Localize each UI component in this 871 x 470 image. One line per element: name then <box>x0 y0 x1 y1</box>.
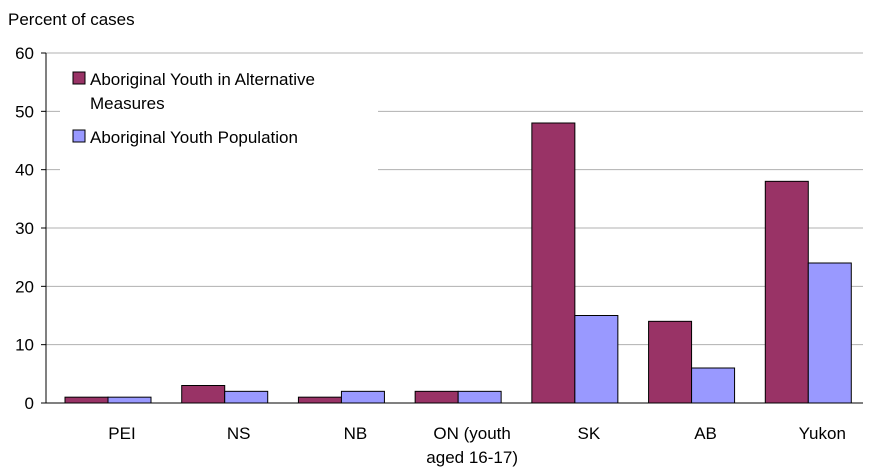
legend: Aboriginal Youth in Alternative Measures A… <box>60 62 378 180</box>
legend-swatch <box>72 71 86 85</box>
x-tick-label: PEI <box>108 424 135 443</box>
y-tick-label: 50 <box>15 102 34 121</box>
legend-label: Measures <box>90 94 165 113</box>
axes <box>45 53 863 404</box>
x-tick-label: ON (youth <box>433 424 510 443</box>
y-tick-label: 60 <box>15 44 34 63</box>
bar <box>64 396 109 404</box>
y-tick-label: 40 <box>15 161 34 180</box>
bar <box>224 390 269 404</box>
x-tick-label: aged 16-17) <box>426 448 518 467</box>
x-tick-label: NS <box>227 424 251 443</box>
bar <box>691 367 736 404</box>
y-tick-label: 20 <box>15 277 34 296</box>
bar <box>574 315 619 404</box>
legend-label: Aboriginal Youth Population <box>90 128 298 147</box>
legend-background <box>60 62 378 180</box>
y-tick-label: 0 <box>25 394 34 413</box>
y-tick-label: 30 <box>15 219 34 238</box>
x-axis-ticks: PEI NS NB ON (youth aged 16-17) SK AB Yukon <box>108 424 846 467</box>
y-axis-ticks: 0 10 20 30 40 50 60 <box>15 44 46 413</box>
legend-swatch <box>72 129 86 143</box>
legend-label: Aboriginal Youth in Alternative <box>90 70 315 89</box>
bar <box>807 262 852 404</box>
x-tick-label: Yukon <box>799 424 846 443</box>
bar <box>107 396 152 404</box>
bar <box>457 390 502 404</box>
bar <box>340 390 385 404</box>
x-tick-label: NB <box>344 424 368 443</box>
bar <box>414 390 459 404</box>
y-axis-label: Percent of cases <box>8 10 135 29</box>
bar <box>531 122 576 404</box>
bars <box>64 122 852 404</box>
x-tick-label: AB <box>694 424 717 443</box>
bar <box>297 396 342 404</box>
bar <box>764 180 809 404</box>
x-tick-label: SK <box>578 424 601 443</box>
y-tick-label: 10 <box>15 336 34 355</box>
bar <box>648 320 693 404</box>
bar <box>181 385 226 404</box>
